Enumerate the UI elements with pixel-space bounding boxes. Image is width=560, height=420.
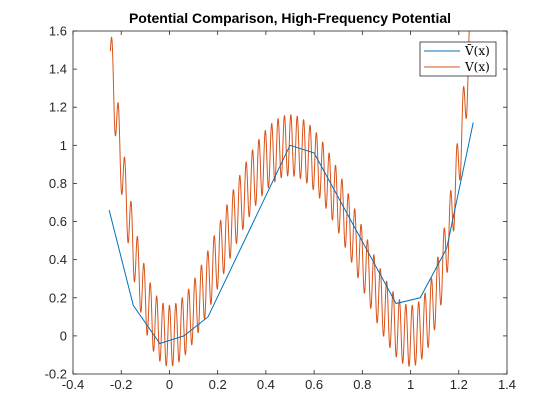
- x-tick-label: 0.2: [209, 377, 227, 392]
- y-tick-label: 0.6: [49, 214, 67, 229]
- x-tick-label: 0.4: [257, 377, 275, 392]
- y-tick-label: 0: [60, 328, 67, 343]
- plot-area: [73, 31, 507, 374]
- chart-title: Potential Comparison, High-Frequency Pot…: [129, 10, 451, 26]
- y-tick-label: 1: [60, 138, 67, 153]
- series-line-vbar: [108, 122, 474, 345]
- series-line-v: [109, 31, 470, 367]
- y-tick-label: 0.4: [49, 252, 67, 267]
- legend-box: [419, 41, 497, 77]
- y-tick-label: -0.2: [45, 367, 67, 382]
- y-tick-label: 0.8: [49, 176, 67, 191]
- x-tick-label: -0.2: [110, 377, 132, 392]
- x-tick-label: 1: [407, 377, 414, 392]
- y-tick-label: 1.4: [49, 62, 67, 77]
- x-tick-label: -0.4: [62, 377, 84, 392]
- y-tick-label: 1.2: [49, 100, 67, 115]
- legend-label-v: V(x): [464, 60, 490, 74]
- x-tick-label: 1.4: [498, 377, 516, 392]
- x-tick-label: 1.2: [450, 377, 468, 392]
- x-tick-label: 0.8: [353, 377, 371, 392]
- x-tick-label: 0.6: [305, 377, 323, 392]
- y-tick-label: 1.6: [49, 24, 67, 39]
- legend: V̄(x) V(x): [419, 41, 497, 77]
- axes: [72, 30, 508, 375]
- x-tick-label: 0: [166, 377, 173, 392]
- axes-box: [72, 30, 508, 375]
- series-layer: [108, 31, 474, 367]
- y-ticks: -0.2 0 0.2 0.4 0.6 0.8 1 1.2 1.4 1.6: [45, 24, 507, 382]
- x-ticks: -0.4 -0.2 0 0.2 0.4 0.6 0.8 1 1.2 1.4: [62, 31, 516, 392]
- y-tick-label: 0.2: [49, 290, 67, 305]
- legend-label-vbar: V̄(x): [464, 43, 490, 58]
